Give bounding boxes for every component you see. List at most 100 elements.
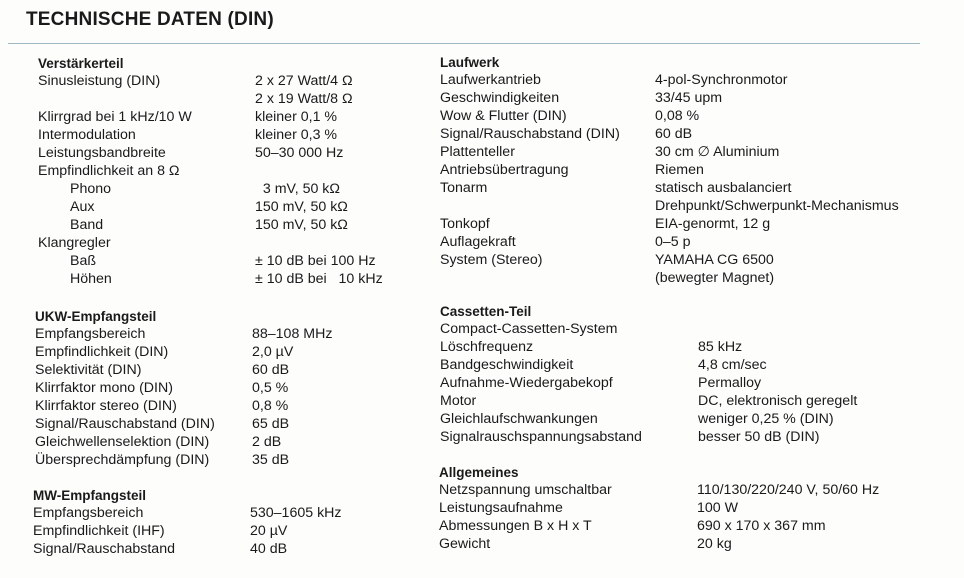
- spec-row: Klirrgrad bei 1 kHz/10 W kleiner 0,1 %: [38, 108, 337, 126]
- spec-value: 60 dB: [252, 362, 290, 378]
- spec-label: Intermodulation: [38, 127, 136, 143]
- section-laufwerk: Laufwerk Laufwerkantrieb 4-pol-Synchronmot…: [440, 54, 899, 287]
- spec-label: Bandgeschwindigkeit: [440, 357, 574, 373]
- spec-value: 60 dB: [655, 126, 693, 142]
- spec-row: Tonarm statisch ausbalanciert: [440, 179, 791, 197]
- spec-label: Band: [70, 217, 104, 233]
- spec-row: (bewegter Magnet): [440, 269, 774, 287]
- section-heading: Cassetten-Teil: [440, 304, 532, 319]
- spec-value: 690 x 170 x 367 mm: [697, 518, 826, 534]
- spec-row: Empfindlichkeit (IHF) 20 µV: [33, 522, 287, 540]
- section-ukw-empfangsteil: UKW-Empfangsteil Empfangsbereich 88–108 MH…: [35, 308, 332, 469]
- spec-value: Permalloy: [698, 375, 762, 391]
- spec-value: 2,0 µV: [252, 344, 294, 360]
- spec-value: statisch ausbalanciert: [655, 180, 792, 196]
- spec-row: Phono 3 mV, 50 kΩ: [38, 180, 340, 198]
- spec-row: Höhen ± 10 dB bei 10 kHz: [38, 270, 383, 288]
- section-heading: UKW-Empfangsteil: [35, 309, 157, 324]
- spec-row: Drehpunkt/Schwerpunkt-Mechanismus: [440, 197, 899, 215]
- spec-value: 150 mV, 50 kΩ: [255, 199, 348, 215]
- section-verstaerkerteil: Verstärkerteil Sinusleistung (DIN) 2 x 27 …: [38, 55, 383, 288]
- spec-value: 65 dB: [252, 416, 290, 432]
- spec-label: Signal/Rauschabstand: [33, 541, 175, 557]
- spec-row: Löschfrequenz 85 kHz: [440, 338, 742, 356]
- spec-value: 0,5 %: [252, 380, 289, 396]
- spec-label: System (Stereo): [440, 252, 543, 268]
- spec-value: Drehpunkt/Schwerpunkt-Mechanismus: [655, 198, 899, 214]
- spec-label: Empfangsbereich: [33, 505, 144, 521]
- spec-label: Phono: [70, 181, 112, 197]
- divider: [8, 43, 920, 44]
- spec-label: Leistungsbandbreite: [38, 145, 166, 161]
- section-heading: Laufwerk: [440, 55, 500, 70]
- spec-value: 0,08 %: [655, 108, 700, 124]
- spec-value: 35 dB: [252, 452, 290, 468]
- spec-row: Empfangsbereich 530–1605 kHz: [33, 504, 342, 522]
- spec-value: 3 mV, 50 kΩ: [255, 181, 340, 197]
- spec-row: Motor DC, elektronisch geregelt: [440, 392, 857, 410]
- spec-label: Empfindlichkeit an 8 Ω: [38, 163, 180, 179]
- spec-row: Bandgeschwindigkeit 4,8 cm/sec: [440, 356, 767, 374]
- spec-row: Wow & Flutter (DIN) 0,08 %: [440, 107, 699, 125]
- spec-row: Netzspannung umschaltbar 110/130/220/240 …: [439, 481, 879, 499]
- spec-value: 20 kg: [697, 536, 732, 552]
- spec-value: 0,8 %: [252, 398, 289, 414]
- spec-row: Intermodulation kleiner 0,3 %: [38, 126, 337, 144]
- spec-row: Gleichwellenselektion (DIN) 2 dB: [35, 433, 281, 451]
- spec-label: Signal/Rauschabstand (DIN): [440, 126, 620, 142]
- spec-value: 88–108 MHz: [252, 326, 333, 342]
- spec-label: Leistungsaufnahme: [439, 500, 563, 516]
- spec-label: Antriebsübertragung: [440, 162, 569, 178]
- spec-row: Laufwerkantrieb 4-pol-Synchronmotor: [440, 71, 787, 89]
- spec-value: 110/130/220/240 V, 50/60 Hz: [697, 482, 880, 498]
- spec-value: 2 dB: [252, 434, 282, 450]
- spec-row: Auflagekraft 0–5 p: [440, 233, 691, 251]
- spec-row: Aux 150 mV, 50 kΩ: [38, 198, 348, 216]
- spec-row: Empfindlichkeit (DIN) 2,0 µV: [35, 343, 293, 361]
- spec-row: Aufnahme-Wiedergabekopf Permalloy: [440, 374, 761, 392]
- spec-value: 40 dB: [250, 541, 288, 557]
- spec-value: 20 µV: [250, 523, 288, 539]
- spec-value: 2 x 27 Watt/4 Ω: [255, 73, 353, 89]
- spec-label: Selektivität (DIN): [35, 362, 142, 378]
- spec-label: Auflagekraft: [440, 234, 516, 250]
- spec-label: Tonkopf: [440, 216, 490, 232]
- spec-value: ± 10 dB bei 100 Hz: [255, 253, 376, 269]
- spec-label: Netzspannung umschaltbar: [439, 482, 612, 498]
- spec-row: Selektivität (DIN) 60 dB: [35, 361, 289, 379]
- spec-row: Klirrfaktor stereo (DIN) 0,8 %: [35, 397, 288, 415]
- spec-label: Übersprechdämpfung (DIN): [35, 452, 210, 468]
- spec-label: Signalrauschspannungsabstand: [440, 429, 642, 445]
- section-heading: Verstärkerteil: [38, 56, 124, 71]
- spec-row: Gleichlaufschwankungen weniger 0,25 % (DI…: [440, 410, 834, 428]
- spec-value: 85 kHz: [698, 339, 743, 355]
- spec-value: kleiner 0,3 %: [255, 127, 338, 143]
- spec-value: YAMAHA CG 6500: [655, 252, 774, 268]
- spec-value: EIA-genormt, 12 g: [655, 216, 771, 232]
- spec-label: Sinusleistung (DIN): [38, 73, 161, 89]
- spec-row: Gewicht 20 kg: [439, 535, 732, 553]
- spec-value: kleiner 0,1 %: [255, 109, 338, 125]
- spec-label: Aufnahme-Wiedergabekopf: [440, 375, 613, 391]
- spec-value: 4,8 cm/sec: [698, 357, 767, 373]
- spec-value: 530–1605 kHz: [250, 505, 342, 521]
- spec-value: 33/45 upm: [655, 90, 723, 106]
- spec-value: (bewegter Magnet): [655, 270, 775, 286]
- spec-value: Riemen: [655, 162, 704, 178]
- spec-row: Tonkopf EIA-genormt, 12 g: [440, 215, 770, 233]
- spec-label: Compact-Cassetten-System: [440, 321, 618, 337]
- section-mw-empfangsteil: MW-Empfangsteil Empfangsbereich 530–1605 k…: [33, 487, 342, 558]
- spec-row: Sinusleistung (DIN) 2 x 27 Watt/4 Ω: [38, 72, 353, 90]
- section-heading: Allgemeines: [439, 465, 519, 480]
- spec-label: Motor: [440, 393, 477, 409]
- spec-row: Signal/Rauschabstand 40 dB: [33, 540, 287, 558]
- spec-row: Geschwindigkeiten 33/45 upm: [440, 89, 722, 107]
- spec-row: System (Stereo) YAMAHA CG 6500: [440, 251, 774, 269]
- spec-value: 0–5 p: [655, 234, 691, 250]
- spec-label: Geschwindigkeiten: [440, 90, 560, 106]
- spec-row: Band 150 mV, 50 kΩ: [38, 216, 348, 234]
- spec-label: Baß: [70, 253, 97, 269]
- spec-value: DC, elektronisch geregelt: [698, 393, 858, 409]
- spec-row: Antriebsübertragung Riemen: [440, 161, 704, 179]
